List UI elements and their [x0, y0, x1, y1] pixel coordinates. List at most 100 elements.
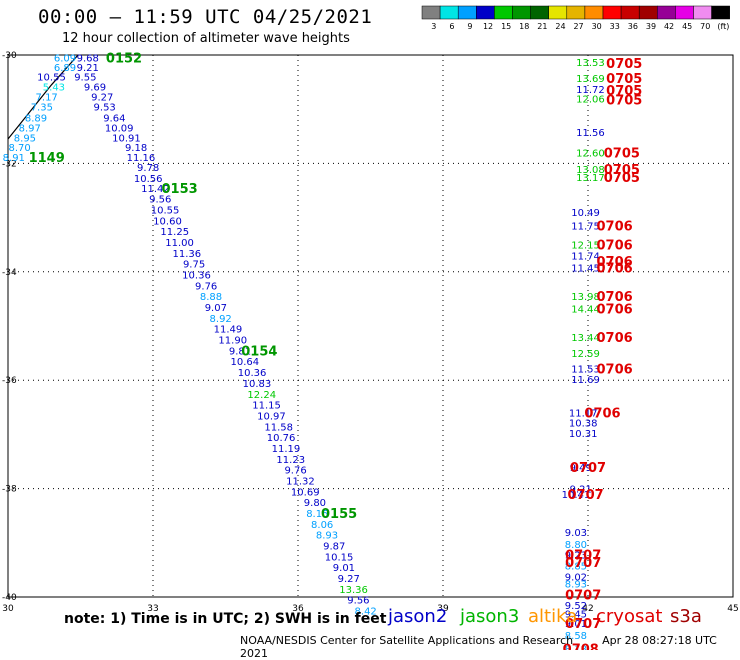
colorbar-swatch [439, 5, 459, 20]
wave-height-point: 9.49 [570, 463, 592, 474]
pass-time-label: 0706 [596, 362, 632, 377]
colorbar-label: 33 [610, 22, 620, 31]
pass-time-label: 0707 [565, 549, 601, 564]
wave-height-point: 8.89 [25, 113, 47, 124]
pass-time-label: 0706 [596, 239, 632, 254]
wave-height-point: 9.52 [565, 601, 587, 612]
legend-cryosat: cryosat [596, 606, 663, 627]
wave-height-point: 8.80 [565, 540, 587, 551]
wave-height-point: 11.75 [571, 222, 600, 233]
wave-height-point: 13.17 [576, 173, 605, 184]
wave-height-point: 11.23 [276, 455, 305, 466]
colorbar-label: 39 [646, 22, 656, 31]
wave-height-point: 11.53 [571, 364, 600, 375]
colorbar-label: 6 [449, 22, 454, 31]
pass-time-label: 0706 [596, 261, 632, 276]
wave-height-point: 11.74 [571, 252, 600, 263]
legend-altika: altika [528, 606, 578, 627]
colorbar-swatch [711, 5, 730, 20]
pass-time-label: 0705 [604, 163, 640, 178]
wave-height-point: 12.06 [576, 94, 605, 105]
wave-height-point: 11.15 [252, 401, 281, 412]
colorbar-label: 70 [700, 22, 710, 31]
pass-time-label: 0152 [106, 52, 142, 67]
wave-height-point: 11.16 [127, 153, 156, 164]
pass-time-label: 0705 [604, 171, 640, 186]
plot-frame [7, 54, 734, 598]
wave-height-point: 5.43 [43, 82, 65, 93]
wave-height-point: 9.80 [304, 498, 326, 509]
colorbar-swatch [657, 5, 676, 20]
colorbar-label: 3 [431, 22, 436, 31]
pass-time-label: 0155 [321, 507, 357, 522]
pass-time-label: 0706 [596, 303, 632, 318]
pass-time-label: 1149 [29, 151, 65, 166]
legend-s3a: s3a [670, 606, 702, 627]
wave-height-point: 8.15 [306, 509, 328, 520]
wave-height-point: 11.36 [173, 249, 202, 260]
colorbar-swatch [602, 5, 622, 20]
wave-height-point: 10.97 [257, 411, 286, 422]
pass-time-label: 0706 [584, 407, 620, 422]
wave-height-point: 9.76 [195, 281, 217, 292]
wave-height-point: 6.09 [54, 54, 76, 65]
wave-height-point: 10.31 [569, 429, 598, 440]
colorbar-label: 18 [519, 22, 529, 31]
colorbar-swatch [638, 5, 658, 20]
pass-time-label: 0707 [565, 588, 601, 603]
wave-height-point: 8.97 [19, 124, 41, 135]
pass-time-label: 0707 [570, 461, 606, 476]
wave-height-point: 9.55 [74, 73, 96, 84]
colorbar-swatch [675, 5, 694, 20]
wave-height-point: 9.02 [565, 572, 587, 583]
x-tick-label: 45 [727, 604, 738, 614]
wave-height-point: 9.21 [77, 63, 99, 74]
wave-height-point: 11.42 [141, 184, 170, 195]
wave-height-point: 13.08 [576, 165, 605, 176]
pass-time-label: 0154 [241, 344, 277, 359]
wave-height-point: 9.87 [323, 542, 345, 553]
pass-time-label: 0708 [563, 649, 599, 650]
footer-note: note: 1) Time is in UTC; 2) SWH is in fe… [64, 611, 387, 627]
colorbar-swatch [693, 5, 712, 20]
pass-time-label: 0707 [565, 617, 601, 632]
wave-height-point: 9.76 [284, 466, 306, 477]
wave-height-point: 11.32 [286, 476, 315, 487]
wave-height-point: 10.36 [238, 368, 267, 379]
wave-height-point: 11.25 [160, 227, 189, 238]
x-tick-label: 33 [147, 604, 158, 614]
wave-height-point: 9.27 [91, 93, 113, 104]
pass-time-label: 0705 [606, 57, 642, 72]
wave-height-point: 12.15 [571, 241, 600, 252]
wave-height-point: 9.68 [77, 54, 99, 65]
colorbar-label: 12 [483, 22, 493, 31]
wave-height-point: 9.53 [94, 102, 116, 113]
wave-height-point: 12.59 [571, 349, 600, 360]
wave-height-point: 11.49 [214, 325, 243, 336]
colorbar-label: 30 [592, 22, 602, 31]
wave-height-point: 10.56 [134, 174, 163, 185]
wave-height-point: 9.01 [333, 563, 355, 574]
wave-height-point: 10.69 [291, 487, 320, 498]
colorbar-swatch [530, 5, 549, 20]
wave-height-point: 13.69 [576, 74, 605, 85]
colorbar-label: (ft) [717, 22, 729, 31]
wave-height-point: 11.69 [571, 375, 600, 386]
wave-height-point: 10.09 [105, 124, 134, 135]
colorbar-swatch [457, 5, 477, 20]
colorbar-swatch [548, 5, 568, 20]
wave-height-point: 10.15 [325, 552, 354, 563]
credit-line: NOAA/NESDIS Center for Satellite Applica… [240, 634, 740, 660]
wave-height-point: 8.88 [200, 292, 222, 303]
wave-height-point: 8.06 [311, 520, 333, 531]
wave-height-point: 8.85 [565, 562, 587, 573]
y-tick-label: -34 [2, 268, 17, 278]
pass-time-label: 0706 [596, 220, 632, 235]
y-tick-label: -36 [2, 376, 17, 386]
y-tick-label: -32 [2, 159, 17, 169]
colorbar-label: 21 [537, 22, 547, 31]
y-tick-label: -38 [2, 485, 17, 495]
colorbar-label: 15 [501, 22, 511, 31]
wave-height-point: 11.56 [576, 128, 605, 139]
wave-height-point: 11.19 [272, 444, 301, 455]
